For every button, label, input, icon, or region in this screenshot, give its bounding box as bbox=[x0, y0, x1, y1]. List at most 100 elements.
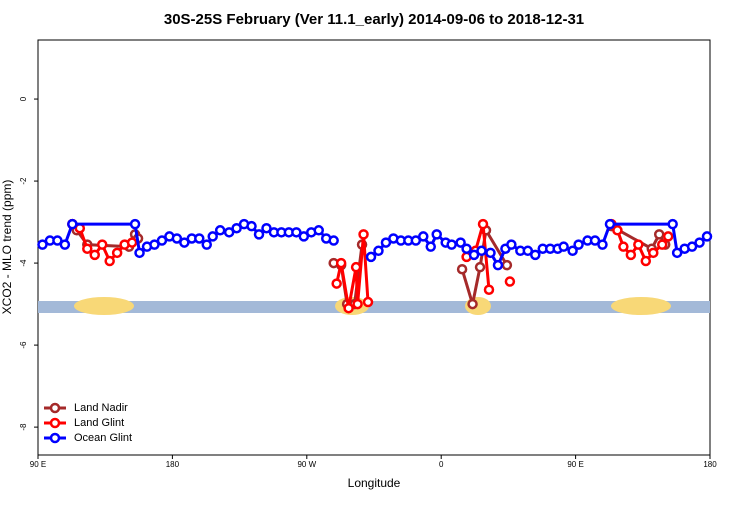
point bbox=[558, 241, 569, 252]
point bbox=[468, 249, 480, 261]
point bbox=[612, 225, 623, 236]
point bbox=[506, 239, 517, 250]
point bbox=[461, 243, 472, 254]
point bbox=[104, 255, 115, 267]
legend-label: Ocean Glint bbox=[74, 432, 132, 444]
land-patch bbox=[74, 297, 134, 315]
point bbox=[667, 218, 678, 230]
chart-title: 30S-25S February (Ver 11.1_early) 2014-0… bbox=[164, 11, 584, 28]
x-tick-label: 180 bbox=[166, 460, 180, 469]
land-patch bbox=[611, 297, 671, 315]
y-tick-label: -8 bbox=[19, 423, 28, 431]
point bbox=[455, 237, 466, 248]
point bbox=[67, 218, 78, 230]
x-tick-label: 0 bbox=[439, 460, 444, 469]
point bbox=[298, 231, 310, 242]
point bbox=[331, 278, 342, 289]
point bbox=[597, 239, 608, 250]
point bbox=[171, 233, 183, 244]
point bbox=[446, 239, 457, 250]
point bbox=[501, 259, 513, 271]
point bbox=[253, 229, 265, 240]
point bbox=[362, 296, 374, 308]
point bbox=[59, 239, 71, 250]
point bbox=[231, 222, 242, 234]
y-tick-label: 0 bbox=[19, 96, 28, 101]
point bbox=[350, 261, 362, 273]
y-tick-label: -2 bbox=[19, 177, 28, 185]
point bbox=[373, 245, 384, 257]
point bbox=[633, 239, 644, 250]
legend: Land Nadir Land Glint Ocean Glint bbox=[44, 402, 132, 444]
point bbox=[52, 235, 63, 246]
ocean-strip bbox=[38, 301, 710, 313]
point bbox=[504, 276, 516, 287]
legend-label: Land Glint bbox=[74, 417, 124, 429]
point bbox=[686, 241, 698, 252]
point bbox=[246, 220, 257, 232]
series bbox=[67, 218, 674, 314]
point bbox=[134, 247, 145, 259]
point bbox=[156, 235, 168, 246]
point bbox=[82, 243, 93, 254]
point bbox=[431, 229, 442, 240]
point bbox=[492, 259, 504, 271]
point bbox=[662, 231, 674, 242]
point bbox=[126, 237, 138, 248]
surface-strip bbox=[38, 297, 710, 315]
point bbox=[214, 225, 226, 236]
x-tick-label: 90 E bbox=[30, 460, 46, 469]
y-tick-label: -6 bbox=[19, 341, 28, 349]
point bbox=[474, 261, 486, 273]
x-axis-label: Longitude bbox=[348, 476, 401, 490]
point bbox=[96, 239, 108, 250]
legend-marker bbox=[49, 417, 61, 429]
point bbox=[483, 284, 495, 295]
x-tick-label: 90 E bbox=[567, 460, 583, 469]
point bbox=[589, 235, 601, 246]
point bbox=[89, 249, 100, 261]
y-tick-label: -4 bbox=[19, 259, 28, 267]
point bbox=[467, 298, 478, 310]
point bbox=[671, 247, 683, 259]
point bbox=[111, 247, 123, 259]
point bbox=[207, 231, 218, 242]
point bbox=[129, 218, 141, 230]
point bbox=[485, 247, 496, 259]
point bbox=[701, 231, 713, 242]
y-axis-label: XCO2 - MLO trend (ppm) bbox=[0, 180, 14, 315]
point bbox=[653, 229, 665, 240]
point bbox=[365, 251, 377, 263]
point bbox=[530, 249, 541, 261]
point bbox=[194, 233, 205, 244]
point bbox=[313, 225, 324, 236]
point bbox=[522, 245, 534, 257]
point bbox=[694, 237, 705, 248]
point bbox=[179, 237, 190, 248]
legend-marker bbox=[49, 402, 61, 414]
legend-label: Land Nadir bbox=[74, 402, 128, 414]
point bbox=[37, 239, 48, 250]
point bbox=[261, 222, 272, 234]
point bbox=[358, 229, 369, 240]
point bbox=[573, 239, 584, 250]
point bbox=[604, 218, 616, 230]
point bbox=[425, 241, 436, 252]
x-tick-label: 90 W bbox=[297, 460, 316, 469]
point bbox=[328, 235, 339, 246]
legend-marker bbox=[49, 432, 61, 444]
point bbox=[476, 245, 487, 257]
point bbox=[380, 237, 392, 248]
point bbox=[567, 245, 578, 257]
x-tick-label: 180 bbox=[703, 460, 717, 469]
point bbox=[640, 255, 652, 267]
point bbox=[656, 239, 668, 250]
point bbox=[201, 239, 212, 250]
point bbox=[335, 257, 347, 269]
point bbox=[149, 239, 160, 250]
plot-frame bbox=[37, 39, 711, 456]
point bbox=[410, 235, 422, 246]
point bbox=[625, 249, 637, 261]
